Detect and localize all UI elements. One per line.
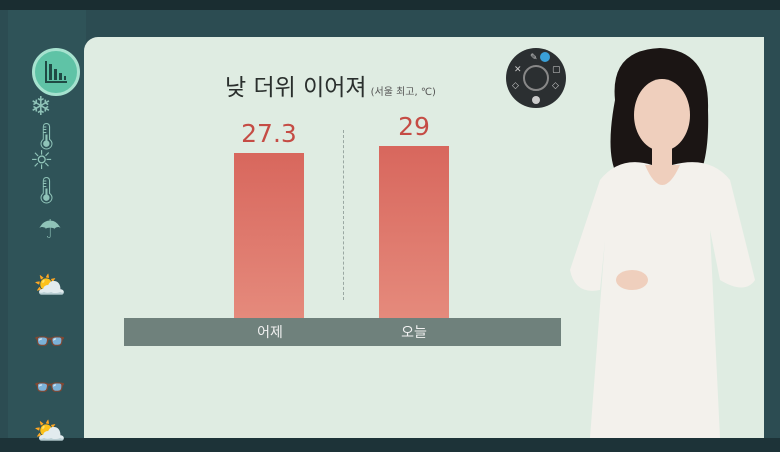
svg-text:▢: ▢ [552, 65, 561, 75]
category-label: 어제 [257, 325, 283, 341]
svg-text:✕: ✕ [514, 65, 522, 75]
pen-tool-widget[interactable]: ✕ ✎ ▢ ◇ ◇ [506, 48, 566, 108]
svg-text:✎: ✎ [530, 53, 538, 63]
title-text: 낮 더위 이어져 [225, 75, 367, 101]
category-axis [124, 318, 561, 346]
category-label: 오늘 [401, 325, 427, 341]
data-label: 27.3 [241, 119, 297, 149]
umbrella-icon[interactable]: ☂ [38, 215, 62, 245]
divider [343, 130, 344, 300]
top-bar [0, 0, 780, 10]
bar [234, 153, 304, 318]
sun-cloud-icon[interactable]: ⛅ [33, 271, 67, 301]
svg-text:◇: ◇ [512, 81, 519, 91]
bar-chart-icon[interactable] [32, 48, 80, 96]
sidebar: ❄🌡 ☼🌡 ☂ ⛅ 👓 👓 ⛅ [8, 10, 86, 447]
snowflake-thermometer-icon[interactable]: ❄🌡 [30, 92, 64, 152]
bar [379, 146, 449, 318]
sunglasses-alt-icon[interactable]: 👓 [33, 373, 67, 403]
sunglasses-icon[interactable]: 👓 [33, 327, 67, 357]
sun-thermometer-icon[interactable]: ☼🌡 [30, 146, 64, 206]
sun-cloud-icon[interactable]: ⛅ [33, 417, 67, 447]
presenter [570, 48, 755, 438]
data-label: 29 [398, 112, 430, 142]
chart-subtitle: (서울 최고, ℃) [370, 87, 436, 98]
chart-title: 낮 더위 이어져 (서울 최고, ℃) [225, 68, 436, 102]
svg-text:◇: ◇ [552, 81, 559, 91]
